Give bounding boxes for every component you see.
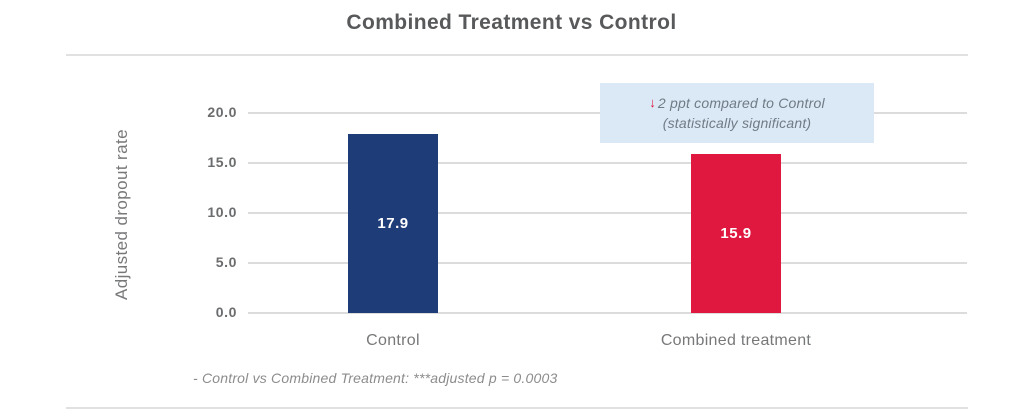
footnote: - Control vs Combined Treatment: ***adju… bbox=[193, 370, 558, 386]
bar-value-label: 15.9 bbox=[720, 225, 752, 242]
annotation-line1: ↓ 2 ppt compared to Control bbox=[649, 93, 825, 113]
x-axis-label-combined-treatment: Combined treatment bbox=[660, 332, 812, 349]
y-axis-label: Adjusted dropout rate bbox=[112, 129, 131, 301]
x-axis-label-control: Control bbox=[366, 332, 420, 349]
decrease-arrow-icon: ↓ bbox=[649, 95, 656, 110]
plot-area: 17.9 15.9 bbox=[248, 112, 967, 314]
bar-combined-treatment: 15.9 bbox=[691, 154, 781, 313]
gridline bbox=[248, 162, 967, 164]
gridline bbox=[248, 312, 967, 314]
bottom-divider bbox=[66, 407, 968, 409]
y-tick-label: 0.0 bbox=[215, 304, 237, 320]
annotation-text: 2 ppt compared to Control bbox=[657, 95, 825, 111]
y-tick-label: 15.0 bbox=[207, 154, 237, 170]
top-divider bbox=[66, 54, 968, 56]
bar-control: 17.9 bbox=[348, 134, 438, 313]
gridline bbox=[248, 262, 967, 264]
chart-title: Combined Treatment vs Control bbox=[346, 11, 677, 34]
y-tick-label: 10.0 bbox=[207, 204, 237, 220]
gridline bbox=[248, 212, 967, 214]
bar-value-label: 17.9 bbox=[377, 215, 409, 232]
annotation-line2: (statistically significant) bbox=[662, 115, 812, 131]
y-tick-label: 20.0 bbox=[207, 104, 237, 120]
annotation-box: ↓ 2 ppt compared to Control (statistical… bbox=[600, 83, 874, 143]
y-tick-label: 5.0 bbox=[215, 254, 237, 270]
